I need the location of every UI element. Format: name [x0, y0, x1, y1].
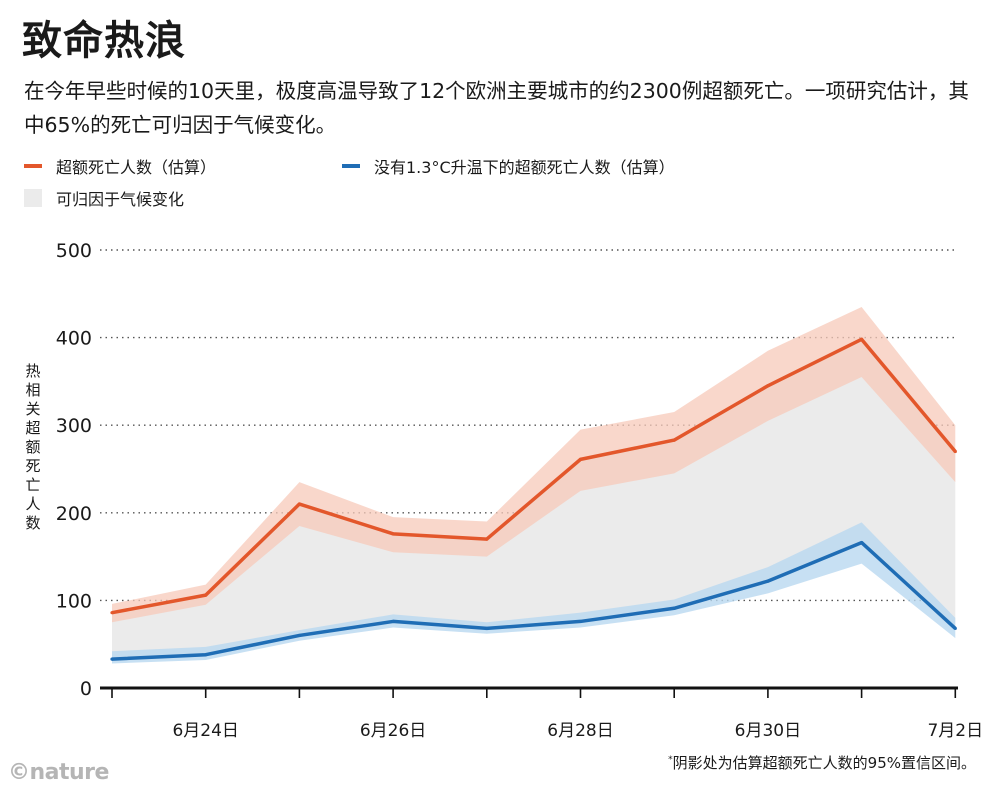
- legend-attributable-swatch: [24, 189, 42, 207]
- no-warming-confidence-band: [112, 522, 956, 664]
- legend-attributable-label: 可归因于气候变化: [56, 190, 185, 209]
- y-tick-label: 500: [56, 240, 92, 262]
- y-axis-label: 热相关超额死亡人数: [25, 362, 41, 532]
- legend-no-warming-label: 没有1.3°C升温下的超额死亡人数（估算）: [374, 158, 675, 177]
- footnote-text: 阴影处为估算超额死亡人数的95%置信区间。: [672, 754, 976, 772]
- no-warming-data-point: [204, 653, 208, 657]
- y-tick-label: 100: [56, 590, 92, 612]
- no-warming-series-line: [111, 540, 957, 661]
- y-tick-label: 0: [80, 678, 92, 700]
- excess-data-point: [766, 384, 770, 388]
- excess-data-point: [860, 337, 864, 341]
- no-warming-data-point: [485, 626, 489, 631]
- x-tick-label: 6月26日: [360, 721, 426, 741]
- excess-series-line: [111, 337, 957, 615]
- excess-data-point: [391, 532, 395, 536]
- excess-confidence-band: [112, 306, 956, 623]
- excess-data-point: [953, 449, 957, 454]
- excess-data-point: [578, 457, 583, 461]
- excess-data-point: [485, 537, 489, 541]
- no-warming-data-point: [297, 633, 301, 638]
- chart-title: 致命热浪: [22, 18, 186, 64]
- no-warming-data-point: [391, 619, 395, 624]
- footnote: *阴影处为估算超额死亡人数的95%置信区间。: [668, 752, 976, 773]
- y-tick-label: 300: [56, 415, 92, 437]
- legend-excess-label: 超额死亡人数（估算）: [56, 158, 217, 177]
- no-warming-data-point: [110, 657, 114, 661]
- no-warming-data-point: [860, 540, 864, 545]
- x-tick-label: 6月28日: [547, 721, 613, 741]
- legend-no-warming-swatch: [342, 164, 360, 168]
- legend-excess: 超额死亡人数（估算）: [24, 154, 216, 178]
- legend-excess-swatch: [24, 164, 42, 168]
- excess-data-point: [297, 502, 301, 506]
- y-tick-label: 200: [56, 503, 92, 525]
- x-tick-label: 7月2日: [927, 721, 983, 741]
- no-warming-data-point: [578, 619, 583, 624]
- x-tick-label: 6月30日: [735, 721, 801, 741]
- footnote-mark: *: [668, 755, 673, 765]
- y-tick-label: 400: [56, 328, 92, 350]
- x-tick-label: 6月24日: [172, 721, 238, 741]
- excess-data-point: [204, 593, 208, 597]
- no-warming-data-point: [953, 626, 957, 631]
- legend-no-warming: 没有1.3°C升温下的超额死亡人数（估算）: [342, 154, 675, 178]
- no-warming-data-point: [672, 606, 676, 610]
- chart-subtitle: 在今年早些时候的10天里，极度高温导致了12个欧洲主要城市的约2300例超额死亡…: [24, 79, 969, 137]
- nature-logo: ©nature: [8, 760, 109, 785]
- no-warming-data-point: [766, 579, 770, 583]
- legend-attributable: 可归因于气候变化: [24, 186, 184, 210]
- excess-data-point: [110, 611, 114, 615]
- excess-data-point: [672, 438, 676, 442]
